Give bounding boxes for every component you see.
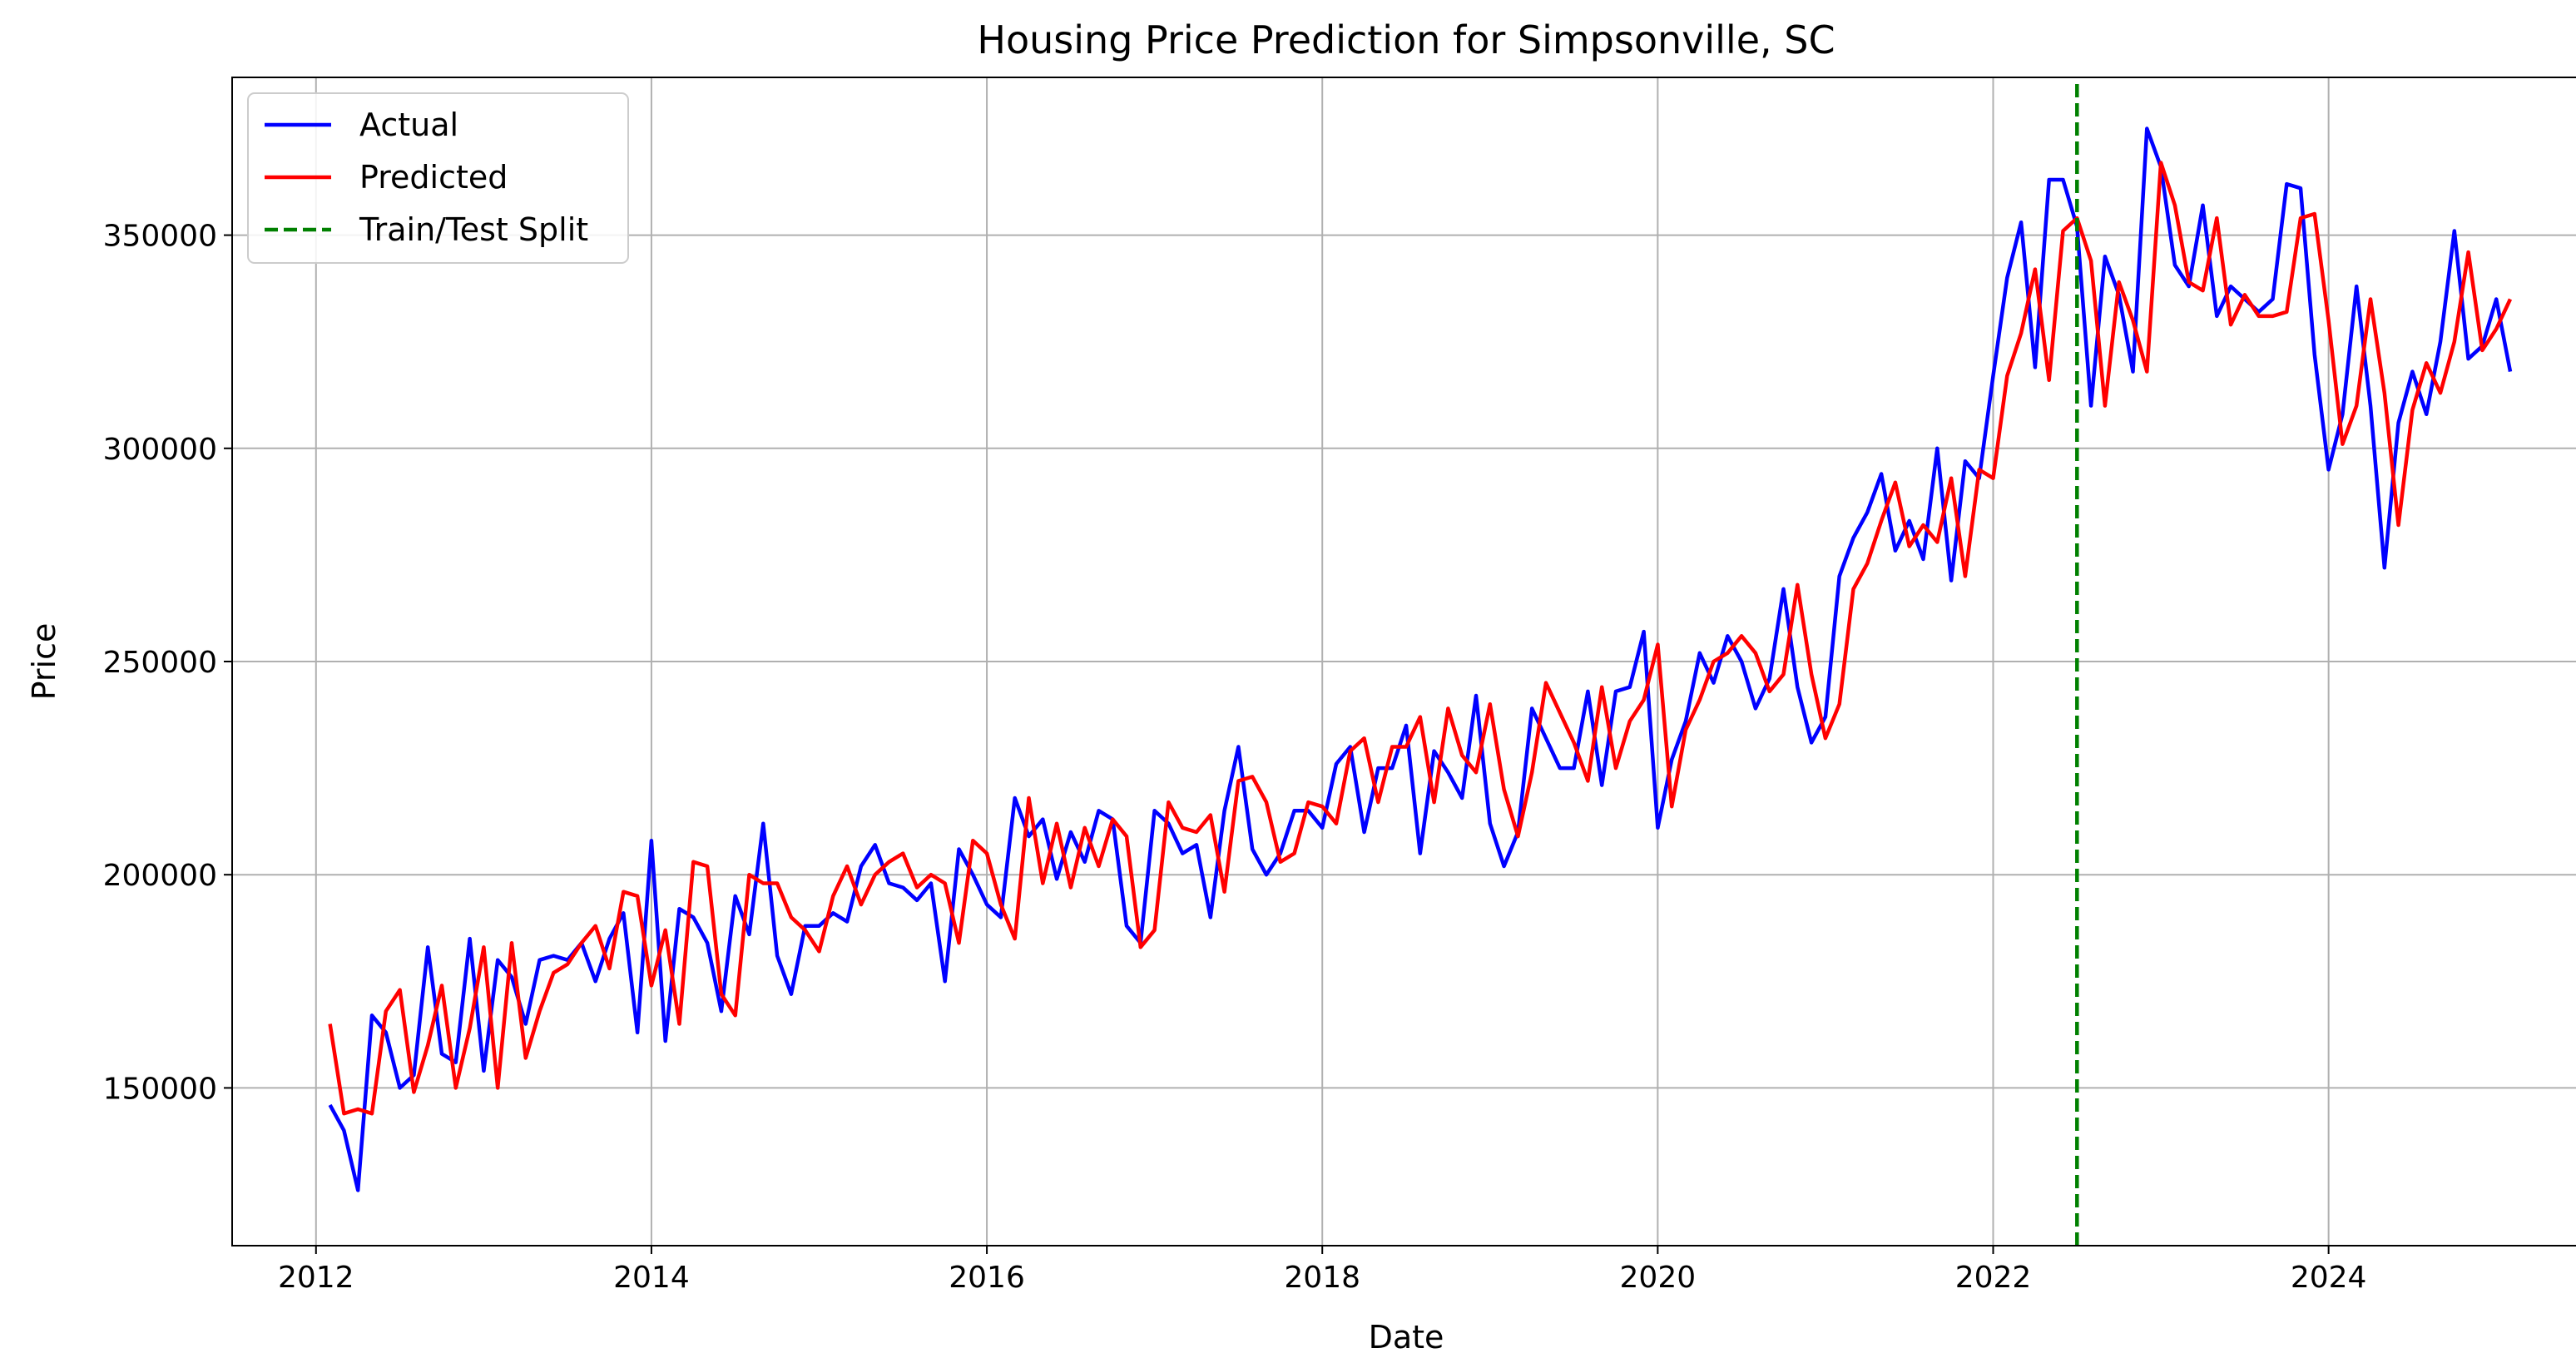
legend-label: Predicted [359,159,508,196]
y-tick-label: 150000 [103,1072,217,1106]
x-tick-label: 2024 [2291,1261,2367,1295]
y-tick-label: 300000 [103,433,217,467]
y-tick-label: 200000 [103,859,217,893]
y-axis-title: Price [26,623,62,701]
x-tick-label: 2020 [1620,1261,1697,1295]
series-line-actual [328,126,2513,1192]
legend-label: Actual [359,107,458,143]
x-axis-title: Date [1369,1319,1444,1356]
x-tick-label: 2022 [1955,1261,2032,1295]
axis-ticks: 2012 2014 2016 2018 2020 2022 2024 150000 200000… [103,220,2367,1295]
y-tick-label: 250000 [103,646,217,680]
x-tick-label: 2016 [949,1261,1025,1295]
x-tick-label: 2014 [613,1261,690,1295]
grid-lines [232,77,2576,1246]
y-tick-label: 350000 [103,220,217,254]
series-layer [328,77,2513,1246]
legend-label: Train/Test Split [359,211,588,248]
series-line-predicted [328,161,2513,1116]
x-tick-label: 2012 [278,1261,354,1295]
legend-box [247,92,629,264]
x-tick-label: 2018 [1284,1261,1360,1295]
chart-title: Housing Price Prediction for Simpsonvill… [977,17,1835,62]
legend: Actual Predicted Train/Test Split [247,92,629,264]
